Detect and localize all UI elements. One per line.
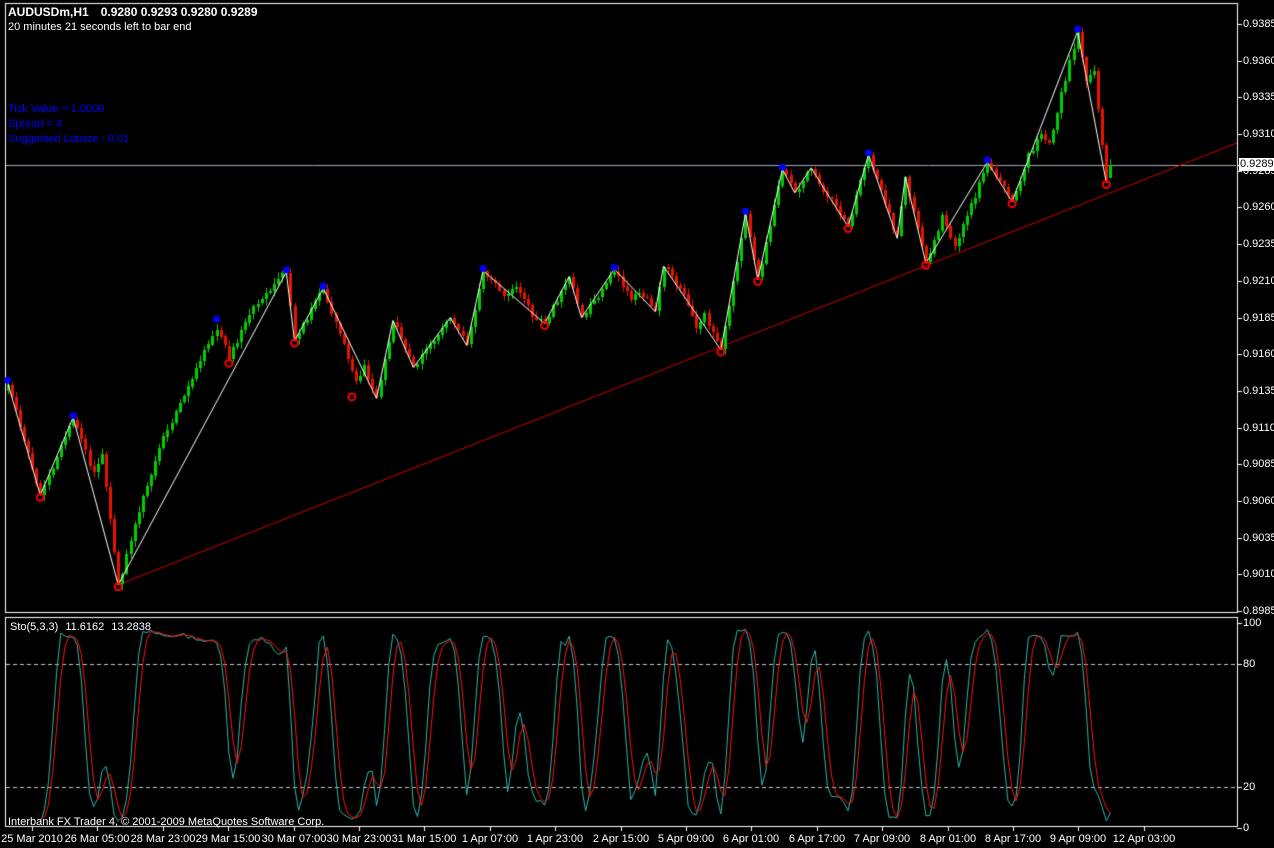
time-axis-label: 26 Mar 05:00 [64,833,130,845]
time-axis-label: 1 Apr 07:00 [461,833,519,845]
copyright-label: Interbank FX Trader 4, © 2001-2009 MetaQ… [8,816,325,828]
time-axis-label: 2 Apr 15:00 [592,833,650,845]
time-axis-label: 31 Mar 15:00 [391,833,457,845]
time-axis-label: 1 Apr 23:00 [526,833,584,845]
time-axis-label: 12 Apr 03:00 [1112,833,1176,845]
time-axis-label: 25 Mar 2010 [1,833,63,845]
current-price-tag: 0.9289 [1239,158,1274,171]
price-axis-label: 0.9085 [1243,458,1274,470]
info-lotsize: Suggested Lotsize : 0.01 [8,133,130,145]
price-axis-label: 0.9060 [1243,495,1274,507]
stoch-name: Sto(5,3,3) [10,621,59,633]
time-axis-label: 8 Apr 17:00 [984,833,1042,845]
price-axis-label: 0.9235 [1243,238,1274,250]
time-axis-label: 28 Mar 23:00 [130,833,196,845]
price-axis-label: 0.9035 [1243,532,1274,544]
time-axis-label: 29 Mar 15:00 [195,833,261,845]
time-axis-label: 6 Apr 17:00 [788,833,846,845]
price-axis-label: 0.9010 [1243,568,1274,580]
price-axis-label: 0.9135 [1243,385,1274,397]
chart-title: AUDUSDm,H1 0.9280 0.9293 0.9280 0.9289 [8,6,258,19]
stoch-indicator-label: Sto(5,3,3) 11.6162 13.2838 [10,621,158,634]
price-axis-label: 0.9335 [1243,91,1274,103]
bar-timer-label: 20 minutes 21 seconds left to bar end [8,21,192,33]
price-axis-label: 0.9185 [1243,312,1274,324]
stoch-axis-label: 20 [1243,781,1256,793]
stoch-k-value: 11.6162 [65,621,105,633]
stoch-axis-label: 100 [1243,617,1262,629]
price-axis-label: 0.9110 [1243,422,1274,434]
info-spread: Spread = 4 [8,118,63,130]
info-tick-value: Tick Value = 1.0000 [8,103,105,115]
time-axis-label: 7 Apr 09:00 [853,833,911,845]
price-axis-label: 0.9210 [1243,275,1274,287]
stoch-d-value: 13.2838 [111,621,152,633]
ohlc-values-label: 0.9280 0.9293 0.9280 0.9289 [100,5,258,19]
price-axis-label: 0.8985 [1243,605,1274,617]
time-axis-label: 5 Apr 09:00 [657,833,715,845]
price-axis-label: 0.9385 [1243,18,1274,30]
stoch-axis-label: 80 [1243,658,1256,670]
stoch-axis-label: 0 [1243,822,1250,834]
price-axis-label: 0.9285 [1243,165,1274,177]
time-axis-label: 6 Apr 01:00 [722,833,780,845]
price-axis-label: 0.9160 [1243,348,1274,360]
price-axis-label: 0.9360 [1243,55,1274,67]
time-axis-label: 8 Apr 01:00 [919,833,977,845]
time-axis-label: 30 Mar 07:00 [261,833,327,845]
time-axis-label: 30 Mar 23:00 [326,833,392,845]
price-axis-label: 0.9260 [1243,201,1274,213]
time-axis-label: 9 Apr 09:00 [1049,833,1107,845]
price-axis-label: 0.9310 [1243,128,1274,140]
symbol-period-label: AUDUSDm,H1 [8,5,89,19]
